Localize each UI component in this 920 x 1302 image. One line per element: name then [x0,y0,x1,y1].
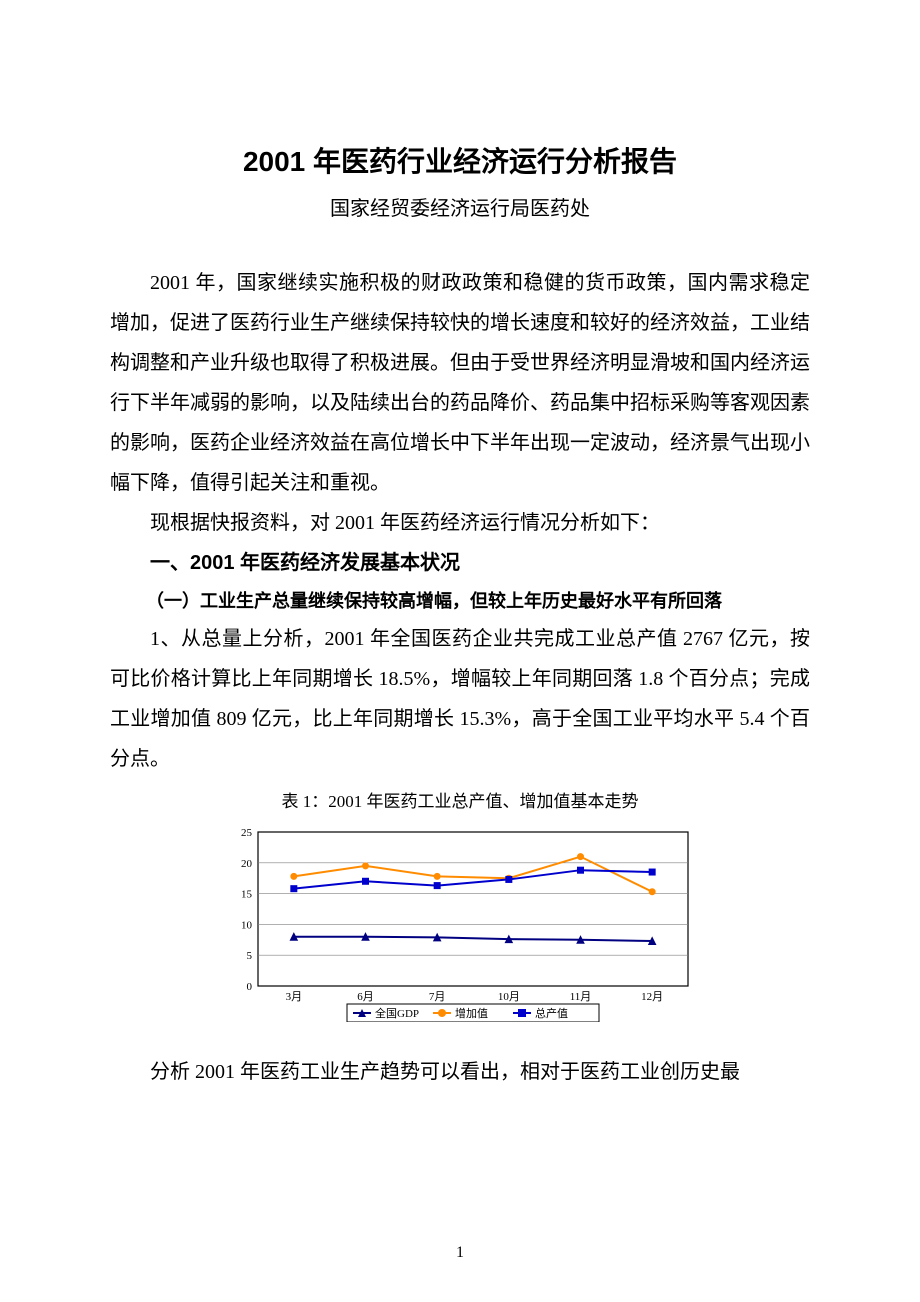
svg-text:6月: 6月 [357,991,374,1003]
svg-text:3月: 3月 [286,991,303,1003]
line-chart: 0 5 10 15 20 25 3月 6月 7月 10月 11月 12月全国GDP 增加值 总产值 [220,822,700,1022]
report-subtitle: 国家经贸委经济运行局医药处 [110,192,810,221]
svg-text:增加值: 增加值 [455,1006,488,1020]
svg-text:5: 5 [247,950,253,962]
svg-text:10: 10 [241,919,253,931]
svg-text:10月: 10月 [498,991,520,1003]
svg-text:25: 25 [241,827,253,839]
section-heading-1: 一、2001 年医药经济发展基本状况 [110,543,810,583]
svg-text:15: 15 [241,889,253,901]
paragraph-2: 现根据快报资料，对 2001 年医药经济运行情况分析如下： [110,503,810,543]
page-number: 1 [0,1244,920,1262]
svg-text:0: 0 [247,981,253,993]
report-title: 2001 年医药行业经济运行分析报告 [110,140,810,180]
svg-text:20: 20 [241,858,253,870]
svg-text:12月: 12月 [641,991,663,1003]
paragraph-4: 分析 2001 年医药工业生产趋势可以看出，相对于医药工业创历史最 [110,1052,810,1092]
chart-container: 0 5 10 15 20 25 3月 6月 7月 10月 11月 12月全国GDP 增加值 总产值 [110,822,810,1022]
section-heading-2: （一）工业生产总量继续保持较高增幅，但较上年历史最好水平有所回落 [110,583,810,619]
paragraph-3: 1、从总量上分析，2001 年全国医药企业共完成工业总产值 2767 亿元，按可… [110,619,810,779]
paragraph-1: 2001 年，国家继续实施积极的财政政策和稳健的货币政策，国内需求稳定增加，促进… [110,263,810,503]
svg-text:11月: 11月 [570,991,592,1003]
document-page: 2001 年医药行业经济运行分析报告 国家经贸委经济运行局医药处 2001 年，… [0,0,920,1302]
chart-caption: 表 1：2001 年医药工业总产值、增加值基本走势 [110,787,810,812]
svg-text:总产值: 总产值 [535,1006,568,1020]
svg-text:7月: 7月 [429,991,446,1003]
svg-text:全国GDP: 全国GDP [375,1006,419,1020]
